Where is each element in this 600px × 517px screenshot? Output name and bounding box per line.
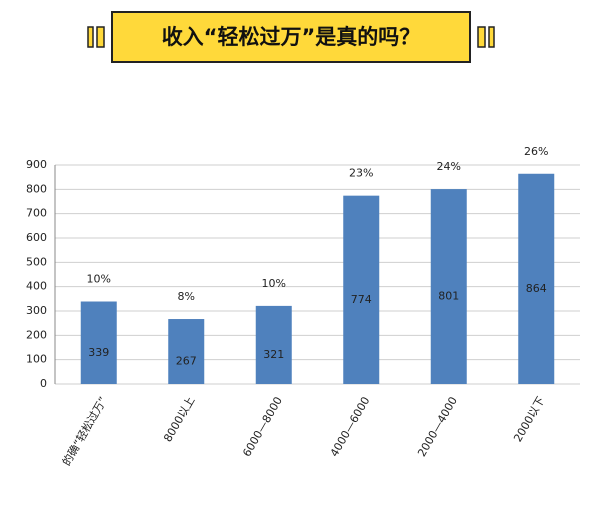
bar — [168, 319, 205, 384]
y-tick-label: 200 — [26, 328, 47, 341]
x-tick-label: 的确“轻松过万” — [59, 394, 110, 468]
percent-label: 23% — [349, 167, 373, 180]
bar — [343, 195, 380, 384]
y-tick-label: 900 — [26, 158, 47, 171]
x-tick-label: 8000以上 — [161, 395, 197, 445]
bar — [255, 305, 292, 384]
value-label: 774 — [351, 293, 372, 306]
value-label: 864 — [526, 282, 547, 295]
value-label: 267 — [176, 355, 197, 368]
percent-label: 8% — [178, 290, 195, 303]
bar — [430, 189, 467, 384]
value-label: 801 — [438, 290, 459, 303]
y-tick-label: 400 — [26, 280, 47, 293]
y-tick-label: 500 — [26, 255, 47, 268]
percent-label: 26% — [524, 145, 548, 158]
title-decoration — [87, 26, 495, 48]
title-box — [111, 11, 471, 63]
x-tick-label: 4000—6000 — [328, 395, 373, 460]
percent-label: 10% — [262, 277, 286, 290]
percent-label: 10% — [87, 273, 111, 286]
y-tick-label: 100 — [26, 353, 47, 366]
chart-title: 收入“轻松过万”是真的吗？ — [162, 25, 421, 49]
y-tick-label: 0 — [40, 377, 47, 390]
bar — [518, 173, 555, 384]
y-tick-label: 600 — [26, 231, 47, 244]
x-tick-label: 2000—4000 — [415, 395, 460, 460]
value-label: 339 — [88, 346, 109, 359]
value-label: 321 — [263, 348, 284, 361]
x-tick-label: 6000—8000 — [240, 395, 285, 460]
x-tick-label: 2000以下 — [511, 395, 547, 445]
y-tick-label: 700 — [26, 207, 47, 220]
percent-label: 24% — [437, 160, 461, 173]
y-tick-label: 300 — [26, 304, 47, 317]
bar — [80, 301, 117, 384]
y-tick-label: 800 — [26, 182, 47, 195]
